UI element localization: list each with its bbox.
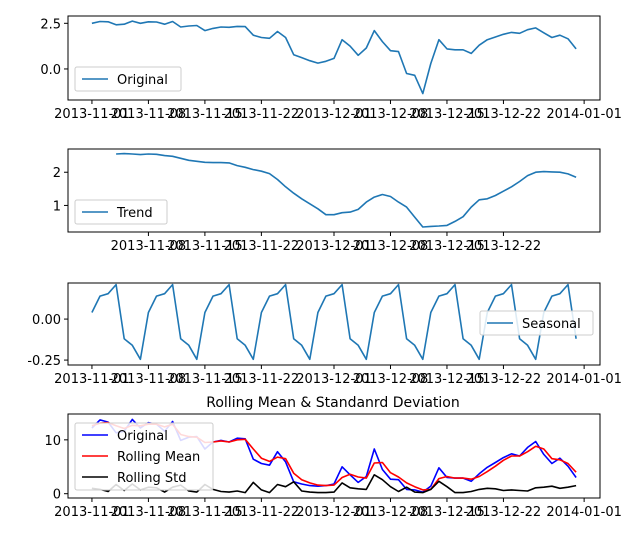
- x-tick-label: 2013-11-22: [224, 239, 300, 254]
- x-tick-label: 2014-01-01: [546, 505, 622, 520]
- x-tick-label: 2013-12-22: [466, 239, 542, 254]
- legend: Original Rolling Mean Rolling Std: [74, 422, 214, 491]
- x-tick-label: 2013-11-22: [224, 505, 300, 520]
- legend-box: [479, 310, 594, 336]
- legend-label: Trend: [116, 206, 153, 221]
- legend-box: [74, 66, 182, 92]
- x-tick-label: 2013-12-22: [466, 107, 542, 122]
- x-tick-label: 2013-12-22: [466, 505, 542, 520]
- y-tick-label: 0: [53, 488, 61, 503]
- chart-panel-1: 0.02.52013-11-012013-11-082013-11-152013…: [40, 15, 622, 122]
- chart-panel-3: 0.00-0.252013-11-012013-11-082013-11-152…: [27, 282, 622, 387]
- series-line-seasonal: [91, 283, 577, 361]
- x-tick-label: 2014-01-01: [546, 107, 622, 122]
- legend-label: Original: [117, 73, 168, 88]
- x-tick-label: 2013-12-01: [296, 505, 372, 520]
- x-tick-label: 2013-11-08: [111, 107, 187, 122]
- x-tick-label: 2013-12-01: [296, 107, 372, 122]
- x-tick-label: 2013-11-15: [167, 372, 243, 387]
- rolling-chart-title: Rolling Mean & Standanrd Deviation: [206, 395, 459, 411]
- chart-panel-2: 122013-11-082013-11-152013-11-222013-12-…: [53, 148, 601, 254]
- y-tick-label: 2: [53, 166, 61, 181]
- y-tick-label: 0.0: [40, 63, 61, 78]
- x-tick-label: 2013-11-01: [54, 107, 130, 122]
- y-tick-label: -0.25: [27, 354, 61, 369]
- x-tick-label: 2013-11-15: [167, 107, 243, 122]
- y-tick-label: 0.00: [32, 313, 61, 328]
- chart-panel-4: 0 10 2013-11-012013-11-082013-11-152013-11…: [44, 413, 622, 520]
- x-tick-label: 2013-12-22: [466, 372, 542, 387]
- x-tick-label: 2013-11-22: [224, 372, 300, 387]
- x-tick-label: 2013-11-22: [224, 107, 300, 122]
- x-tick-label: 2014-01-01: [546, 372, 622, 387]
- x-tick-label: 2013-12-15: [409, 239, 485, 254]
- legend-box: [74, 422, 214, 491]
- x-tick-label: 2013-12-08: [353, 107, 429, 122]
- y-tick-label: 2.5: [40, 17, 61, 32]
- x-tick-label: 2013-12-15: [409, 372, 485, 387]
- x-tick-label: 2013-12-15: [409, 505, 485, 520]
- x-tick-label: 2013-11-01: [54, 505, 130, 520]
- legend-label: Original: [117, 429, 168, 444]
- x-tick-label: 2013-11-08: [111, 372, 187, 387]
- legend: Seasonal: [479, 310, 594, 336]
- legend-label: Rolling Std: [117, 471, 186, 486]
- x-tick-label: 2013-11-08: [111, 505, 187, 520]
- x-tick-label: 2013-12-08: [353, 505, 429, 520]
- series-line-original: [91, 20, 577, 95]
- series-line-trend: [116, 152, 577, 228]
- x-tick-label: 2013-11-08: [111, 239, 187, 254]
- y-tick-label: 1: [53, 199, 61, 214]
- x-tick-label: 2013-11-01: [54, 372, 130, 387]
- series-line-original: [91, 418, 577, 493]
- x-tick-label: 2013-12-08: [353, 372, 429, 387]
- x-tick-label: 2013-12-01: [296, 239, 372, 254]
- x-tick-label: 2013-11-15: [167, 505, 243, 520]
- legend: Trend: [74, 199, 168, 225]
- x-tick-label: 2013-11-15: [167, 239, 243, 254]
- legend: Original: [74, 66, 182, 92]
- legend-label: Seasonal: [522, 317, 581, 332]
- x-tick-label: 2013-12-15: [409, 107, 485, 122]
- legend-box: [74, 199, 168, 225]
- x-tick-label: 2013-12-08: [353, 239, 429, 254]
- x-tick-label: 2013-12-01: [296, 372, 372, 387]
- y-tick-label: 10: [44, 434, 61, 449]
- legend-label: Rolling Mean: [117, 450, 200, 465]
